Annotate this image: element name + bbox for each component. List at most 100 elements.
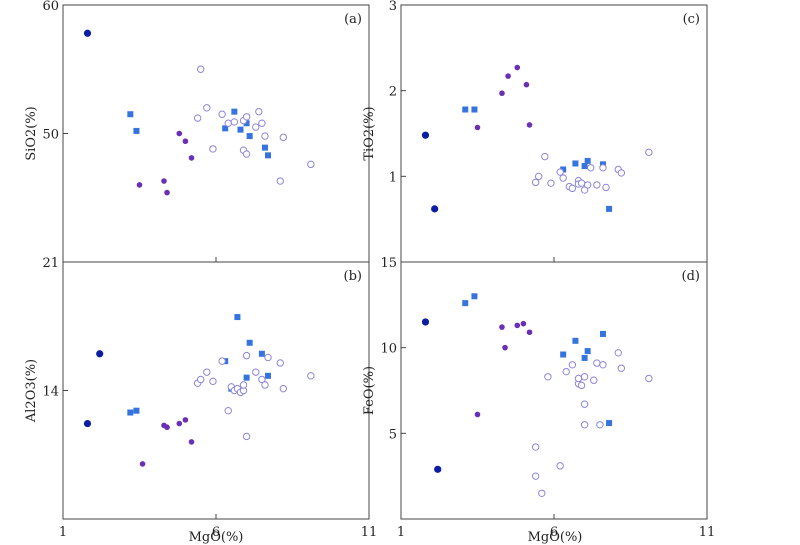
point-hollow-circle xyxy=(203,368,211,376)
point-hollow-circle xyxy=(593,181,601,189)
point-hollow-circle xyxy=(203,104,211,112)
point-hollow-circle xyxy=(531,178,540,187)
point-dark-blue-circle xyxy=(421,318,430,326)
point-hollow-circle xyxy=(538,489,546,497)
point-hollow-circle xyxy=(258,119,266,127)
point-purple-circle xyxy=(499,324,505,330)
point-hollow-circle xyxy=(307,372,315,380)
point-purple-circle xyxy=(136,182,143,188)
panel-label-b: (b) xyxy=(344,269,362,284)
point-hollow-circle xyxy=(580,421,589,429)
point-dark-blue-circle xyxy=(96,350,104,358)
point-hollow-circle xyxy=(242,113,251,121)
point-hollow-circle xyxy=(258,375,266,384)
point-hollow-circle xyxy=(617,364,626,372)
point-hollow-circle xyxy=(580,400,589,408)
point-purple-circle xyxy=(182,417,189,423)
point-hollow-circle xyxy=(556,462,564,470)
point-hollow-circle xyxy=(218,110,226,118)
point-hollow-circle xyxy=(580,373,589,381)
point-hollow-circle xyxy=(568,361,577,369)
point-purple-circle xyxy=(514,322,521,329)
point-hollow-circle xyxy=(224,406,232,415)
panel-label-d: (d) xyxy=(682,269,700,284)
point-blue-square xyxy=(606,420,613,427)
point-hollow-circle xyxy=(645,148,653,157)
point-dark-blue-circle xyxy=(83,29,92,37)
point-hollow-circle xyxy=(197,375,205,384)
point-hollow-circle xyxy=(276,359,284,367)
point-blue-square xyxy=(606,205,613,212)
point-hollow-circle xyxy=(261,132,269,140)
point-hollow-circle xyxy=(535,172,543,181)
point-hollow-circle xyxy=(531,443,540,451)
point-hollow-circle xyxy=(252,368,260,376)
point-purple-circle xyxy=(164,189,170,196)
y-tick-label-b: 14 xyxy=(42,385,59,400)
point-hollow-circle xyxy=(242,432,251,441)
point-hollow-circle xyxy=(197,65,205,73)
point-hollow-circle xyxy=(242,351,251,360)
point-blue-square xyxy=(572,337,579,344)
point-hollow-circle xyxy=(255,107,263,116)
point-blue-square xyxy=(462,300,469,307)
point-blue-square xyxy=(127,409,134,416)
point-hollow-circle xyxy=(264,353,272,362)
point-hollow-circle xyxy=(193,114,202,122)
point-blue-square xyxy=(599,330,606,337)
point-blue-square xyxy=(462,106,469,113)
point-hollow-circle xyxy=(218,357,226,365)
point-blue-square xyxy=(265,372,272,379)
y-axis-label-b: Al2O3(%) xyxy=(24,359,39,423)
point-hollow-circle xyxy=(583,181,592,189)
y-axis-label-d: FeO(%) xyxy=(362,366,377,415)
y-axis-label-a: SiO2(%) xyxy=(24,106,39,161)
point-blue-square xyxy=(581,163,588,170)
x-tick-label-b: 6 xyxy=(212,525,220,540)
point-blue-square xyxy=(261,144,268,151)
point-dark-blue-circle xyxy=(421,131,430,139)
point-blue-square xyxy=(471,293,478,300)
point-hollow-circle xyxy=(559,174,567,182)
x-axis-label-left: MgO(%) xyxy=(189,530,244,545)
point-blue-square xyxy=(584,348,591,355)
point-purple-circle xyxy=(188,439,195,445)
point-hollow-circle xyxy=(239,381,248,389)
point-purple-circle xyxy=(182,138,189,145)
point-blue-square xyxy=(572,160,579,167)
point-hollow-circle xyxy=(261,381,269,389)
point-hollow-circle xyxy=(242,150,251,158)
panel-frame-b xyxy=(62,261,370,520)
point-blue-square xyxy=(246,133,253,140)
point-blue-square xyxy=(584,157,591,164)
point-blue-square xyxy=(133,407,140,414)
x-tick-label-b: 1 xyxy=(59,525,67,540)
point-hollow-circle xyxy=(556,168,564,176)
point-hollow-circle xyxy=(590,376,598,384)
y-axis-label-c: TiO2(%) xyxy=(362,106,377,160)
y-tick-label-d: 5 xyxy=(389,427,397,442)
point-blue-square xyxy=(237,126,244,133)
point-blue-square xyxy=(127,111,134,118)
point-purple-circle xyxy=(499,90,505,97)
point-blue-square xyxy=(258,350,265,357)
point-purple-circle xyxy=(514,64,521,71)
x-tick-label-d: 11 xyxy=(699,525,716,540)
point-blue-square xyxy=(222,125,229,132)
panel-label-c: (c) xyxy=(683,12,700,27)
panel-frame-c xyxy=(400,4,708,263)
y-tick-label-a: 50 xyxy=(42,128,59,143)
point-hollow-circle xyxy=(577,179,586,187)
point-hollow-circle xyxy=(602,183,610,192)
point-purple-circle xyxy=(176,130,183,137)
point-purple-circle xyxy=(474,411,481,418)
point-dark-blue-circle xyxy=(431,205,439,213)
x-tick-label-b: 11 xyxy=(361,525,378,540)
point-blue-square xyxy=(243,120,250,127)
point-purple-circle xyxy=(188,155,195,161)
point-blue-square xyxy=(265,152,272,159)
point-blue-square xyxy=(231,108,238,115)
point-hollow-circle xyxy=(209,377,217,386)
point-purple-circle xyxy=(523,81,530,88)
point-blue-square xyxy=(581,354,588,361)
